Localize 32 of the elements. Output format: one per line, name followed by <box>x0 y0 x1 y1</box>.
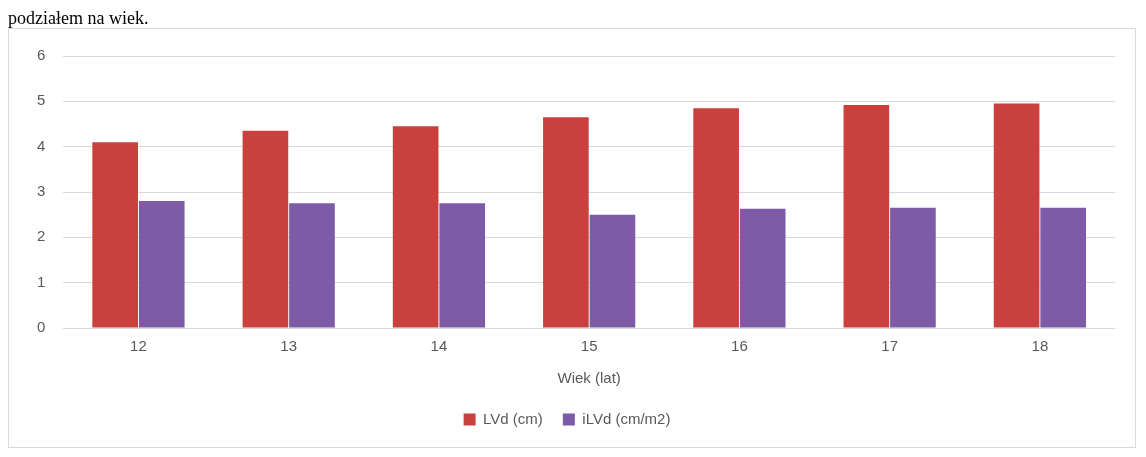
bar <box>1040 207 1086 328</box>
bar <box>543 117 589 328</box>
bar <box>439 203 486 328</box>
bar <box>890 207 936 328</box>
x-axis-title: Wiek (lat) <box>557 369 621 387</box>
y-tick-label: 3 <box>37 182 46 200</box>
y-tick-label: 1 <box>37 272 46 290</box>
bar <box>843 104 890 328</box>
bar <box>993 103 1040 328</box>
bar <box>392 126 439 328</box>
legend-label: LVd (cm) <box>483 409 543 427</box>
x-tick-label: 14 <box>430 337 448 355</box>
bar <box>92 142 138 328</box>
y-tick-label: 5 <box>37 91 46 109</box>
y-tick-label: 2 <box>37 227 46 245</box>
bar <box>242 130 289 328</box>
bar <box>739 208 786 328</box>
x-tick-label: 18 <box>1031 337 1049 355</box>
bar <box>589 214 636 328</box>
x-tick-label: 12 <box>130 337 147 355</box>
legend-label: iLVd (cm/m2) <box>582 409 671 427</box>
text: podziałem na wiek. <box>8 8 150 28</box>
y-tick-label: 4 <box>37 136 46 154</box>
x-tick-label: 17 <box>881 337 898 355</box>
bar <box>138 201 185 328</box>
y-tick-label: 0 <box>37 318 46 336</box>
x-tick-label: 15 <box>580 337 598 355</box>
y-tick-label: 6 <box>37 46 46 64</box>
bar <box>289 203 335 328</box>
x-tick-label: 13 <box>280 337 298 355</box>
x-tick-label: 16 <box>731 337 748 355</box>
bar <box>693 108 739 328</box>
